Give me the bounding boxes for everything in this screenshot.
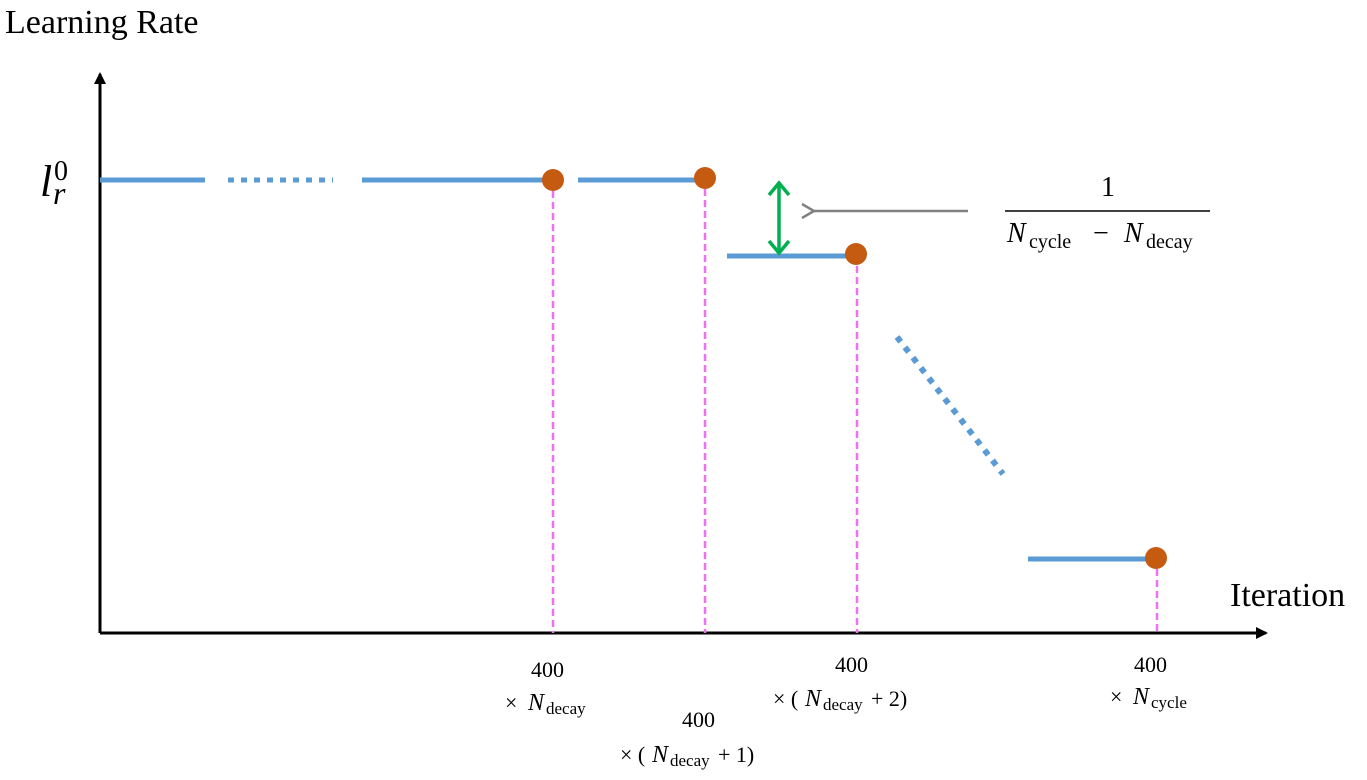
x-tick-times: × (: [773, 686, 798, 711]
x-tick-base: N: [804, 686, 823, 712]
x-tick-times: ×: [1110, 684, 1122, 709]
x-tick-sub: decay: [546, 699, 586, 718]
step-marker: [542, 169, 564, 191]
x-tick-sub: decay: [823, 695, 863, 714]
step-size-double-arrow-icon: [767, 180, 791, 256]
x-tick-tail: + 2): [871, 686, 907, 711]
step-marker: [1145, 547, 1167, 569]
y-tick-sup: 0: [54, 156, 68, 187]
formula-minus: −: [1093, 218, 1109, 249]
step-marker: [845, 243, 867, 265]
y-tick-label: l r 0: [40, 156, 68, 211]
step-size-formula: 1 N cycle − N decay: [1005, 172, 1210, 253]
formula-numerator: 1: [1101, 172, 1115, 203]
x-tick-times: × (: [620, 742, 645, 767]
step-marker: [694, 167, 716, 189]
formula-n-decay: N: [1123, 218, 1144, 249]
x-tick-num: 400: [1134, 652, 1167, 677]
y-tick-sub: r: [53, 175, 66, 211]
x-tick-base: N: [651, 742, 670, 768]
step-decline-dotted: [894, 335, 1006, 476]
x-tick-sub: cycle: [1151, 693, 1187, 712]
formula-n-cycle: N: [1006, 218, 1027, 249]
x-tick-label: 400 × N decay: [505, 657, 586, 718]
x-tick-base: N: [1132, 684, 1151, 710]
x-tick-label: 400 × N cycle: [1110, 652, 1187, 712]
x-tick-times: ×: [505, 690, 517, 715]
y-tick-base: l: [40, 157, 52, 206]
y-axis-title: Learning Rate: [5, 4, 199, 41]
formula-n-cycle-sub: cycle: [1029, 231, 1071, 253]
x-tick-num: 400: [835, 652, 868, 677]
x-tick-num: 400: [531, 657, 564, 682]
x-tick-num: 400: [682, 707, 715, 732]
x-tick-base: N: [527, 690, 546, 716]
x-tick-label: 400 × ( N decay + 1): [620, 707, 754, 770]
x-axis-title: Iteration: [1230, 577, 1345, 614]
x-tick-tail: + 1): [718, 742, 754, 767]
x-tick-label: 400 × ( N decay + 2): [773, 652, 907, 714]
formula-n-decay-sub: decay: [1146, 231, 1193, 253]
x-tick-sub: decay: [670, 751, 710, 770]
